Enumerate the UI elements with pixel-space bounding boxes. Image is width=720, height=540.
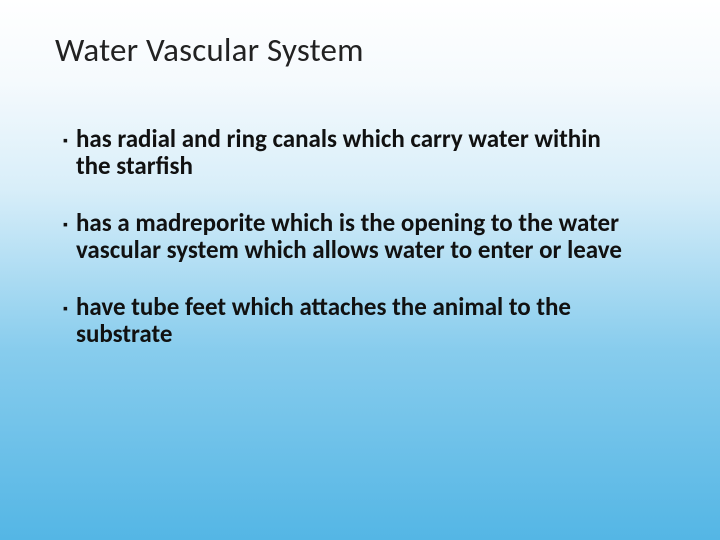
bullet-marker-icon: ▪ [63,133,68,148]
slide-container: Water Vascular System ▪ has radial and r… [0,0,720,540]
bullet-text: has a madreporite which is the opening t… [76,209,641,263]
bullet-item: ▪ have tube feet which attaches the anim… [63,293,665,347]
bullet-marker-icon: ▪ [63,217,68,232]
slide-title: Water Vascular System [55,30,665,70]
bullet-text: has radial and ring canals which carry w… [76,125,641,179]
slide-content: ▪ has radial and ring canals which carry… [55,125,665,347]
bullet-item: ▪ has a madreporite which is the opening… [63,209,665,263]
bullet-item: ▪ has radial and ring canals which carry… [63,125,665,179]
bullet-marker-icon: ▪ [63,301,68,316]
bullet-text: have tube feet which attaches the animal… [76,293,641,347]
